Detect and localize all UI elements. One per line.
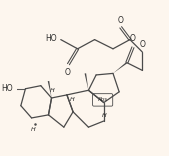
- Text: Ḣ: Ḣ: [102, 113, 107, 118]
- Text: HO: HO: [45, 34, 57, 43]
- Text: Ḣ: Ḣ: [50, 88, 55, 93]
- Text: O: O: [130, 34, 136, 43]
- Polygon shape: [113, 62, 127, 73]
- Text: Abs: Abs: [98, 97, 108, 102]
- Polygon shape: [85, 73, 88, 90]
- Text: O: O: [65, 68, 71, 77]
- Text: O: O: [140, 39, 146, 49]
- Text: H: H: [31, 127, 35, 132]
- Text: Ḣ: Ḣ: [70, 97, 75, 102]
- Text: O: O: [118, 16, 124, 24]
- Polygon shape: [48, 81, 52, 98]
- FancyBboxPatch shape: [93, 94, 113, 106]
- Text: HO: HO: [2, 84, 13, 93]
